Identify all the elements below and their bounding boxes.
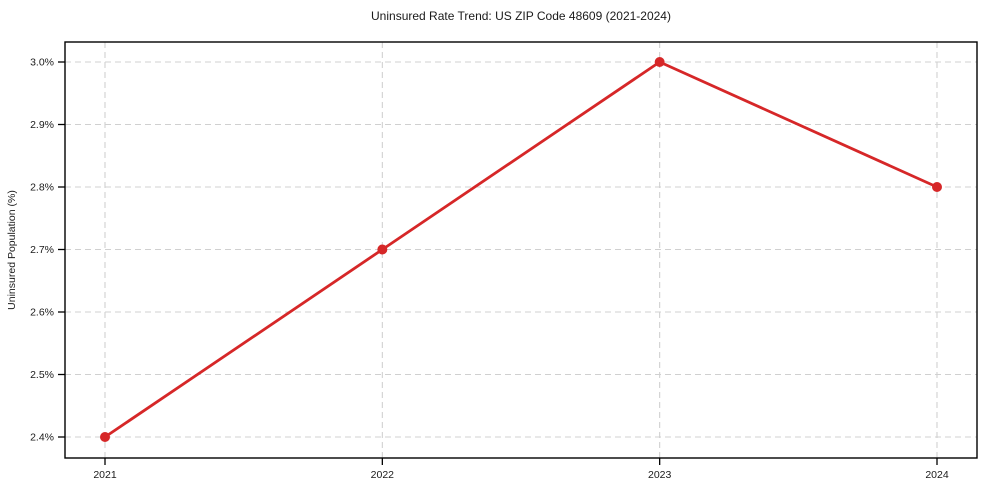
trend-line [103,60,939,439]
y-tick-label: 2.7% [30,244,54,256]
y-tick-label: 2.9% [30,119,54,131]
x-tick-label: 2022 [371,469,395,481]
y-tick-label: 2.4% [30,432,54,444]
data-point-2022 [377,244,388,255]
y-tick-label: 2.6% [30,307,54,319]
x-tick-label: 2023 [648,469,672,481]
chart-title: Uninsured Rate Trend: US ZIP Code 48609 … [371,9,671,23]
x-tick-label: 2021 [93,469,117,481]
y-tick-label: 3.0% [30,57,54,69]
y-tick-label: 2.8% [30,182,54,194]
y-axis-label: Uninsured Population (%) [6,190,18,310]
data-point-2021 [100,432,110,442]
data-point-2023 [654,57,665,67]
data-point-2024 [932,182,942,192]
y-tick-label: 2.5% [30,369,54,381]
x-tick-label: 2024 [925,469,949,481]
